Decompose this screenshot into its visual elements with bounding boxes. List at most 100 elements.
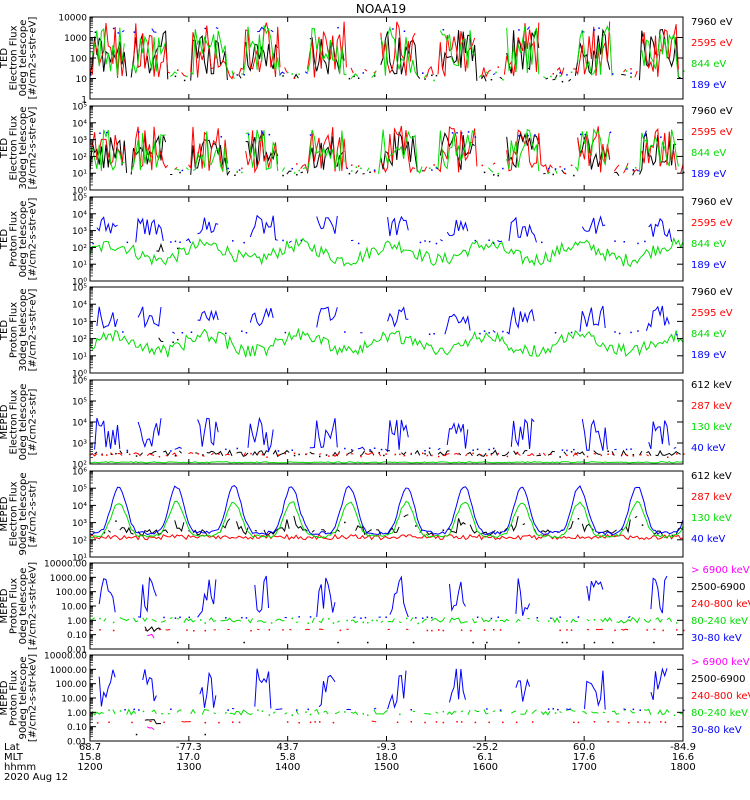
series-line [89, 327, 684, 358]
legend-entry: 844 eV [691, 59, 726, 70]
series-40-kev [89, 485, 684, 536]
series-point [351, 170, 353, 172]
series-point [337, 26, 339, 29]
series-line [515, 618, 521, 623]
series-line [566, 708, 571, 711]
series-line [275, 618, 285, 622]
series-point [637, 169, 639, 172]
y-tick-label: 10³ [72, 136, 87, 146]
x-tick-label: 6.1 [477, 752, 493, 763]
series-line [593, 453, 597, 455]
series-point [362, 713, 364, 715]
legend-entry: 130 keV [691, 422, 732, 433]
series-line [91, 710, 104, 716]
series-point [367, 622, 369, 624]
y-axis-title: TEDProton Flux0deg telescope[#/cm2-s-str… [0, 198, 38, 281]
series-line [478, 74, 482, 78]
series-point [332, 721, 335, 724]
series-point [566, 641, 568, 644]
x-tick-label: 60.0 [573, 742, 595, 753]
series-line [112, 709, 116, 715]
series-point [410, 709, 412, 711]
series-line [172, 452, 178, 457]
series-point [142, 710, 145, 713]
series-line [639, 29, 681, 81]
series-line [359, 450, 366, 457]
series-point [357, 242, 360, 245]
series-line [387, 670, 407, 710]
series-point [531, 721, 534, 723]
x-tick-label: -9.3 [377, 742, 397, 753]
series-line [96, 216, 118, 234]
series-line [231, 70, 235, 80]
series-line [426, 65, 434, 78]
series-point [676, 333, 678, 336]
series-line [657, 708, 670, 716]
series-point [108, 709, 110, 711]
series-line [591, 711, 599, 714]
y-tick-label: 10³ [72, 440, 87, 450]
series-line [471, 618, 478, 624]
series-line [316, 306, 338, 328]
series-point [204, 721, 206, 724]
series-line [284, 712, 288, 715]
series-line [573, 21, 611, 76]
panel-frame [89, 562, 684, 650]
series-point [483, 629, 486, 631]
series-point [442, 710, 445, 713]
series-line [305, 453, 308, 456]
series-line [614, 448, 617, 451]
y-tick-label: 10⁵ [72, 194, 87, 204]
series-point [428, 333, 431, 335]
series-point [362, 621, 364, 624]
series-point [371, 619, 374, 622]
series-point [277, 454, 280, 456]
series-point [112, 629, 115, 632]
series-line [355, 525, 372, 536]
series-point [442, 629, 445, 632]
series-line [526, 26, 530, 31]
series-point [133, 31, 135, 33]
series-30-80-kev [98, 667, 685, 712]
series-point [559, 616, 561, 618]
series-point [406, 617, 408, 620]
series-line [437, 450, 450, 457]
series-point [261, 710, 264, 712]
series-line [215, 27, 219, 29]
series-line [600, 616, 613, 623]
x-row-name: hhmm [4, 762, 36, 773]
series-point [188, 530, 190, 532]
series-point [614, 240, 616, 242]
series-line [504, 527, 508, 532]
x-tick-label: 15.8 [79, 752, 101, 763]
series-point [307, 622, 309, 624]
y-tick-label: 10⁰ [72, 187, 87, 197]
series-line [623, 68, 627, 73]
series-line [281, 167, 286, 172]
series-612-kev [92, 514, 684, 537]
series-line [566, 708, 576, 712]
series-point [190, 331, 193, 333]
series-point [431, 629, 433, 632]
series-point [373, 447, 376, 449]
series-point [493, 242, 495, 244]
series-point [671, 534, 674, 537]
y-axis-title-line: 30deg telescope [18, 288, 29, 371]
series-point [177, 641, 179, 644]
series-line [332, 452, 340, 457]
series-point [646, 629, 648, 631]
series-line [350, 619, 359, 624]
series-point [683, 171, 685, 174]
series-line [192, 131, 228, 173]
series-point [630, 331, 632, 334]
series-point [490, 454, 493, 456]
series-line [371, 720, 377, 723]
series-line [522, 523, 526, 526]
y-tick-label: 10⁵ [72, 398, 87, 408]
series-point [502, 167, 504, 170]
x-tick-label: 1200 [77, 762, 102, 773]
series-point [293, 77, 296, 79]
y-tick-label: 10⁵ [72, 485, 87, 495]
series-point [99, 132, 101, 134]
